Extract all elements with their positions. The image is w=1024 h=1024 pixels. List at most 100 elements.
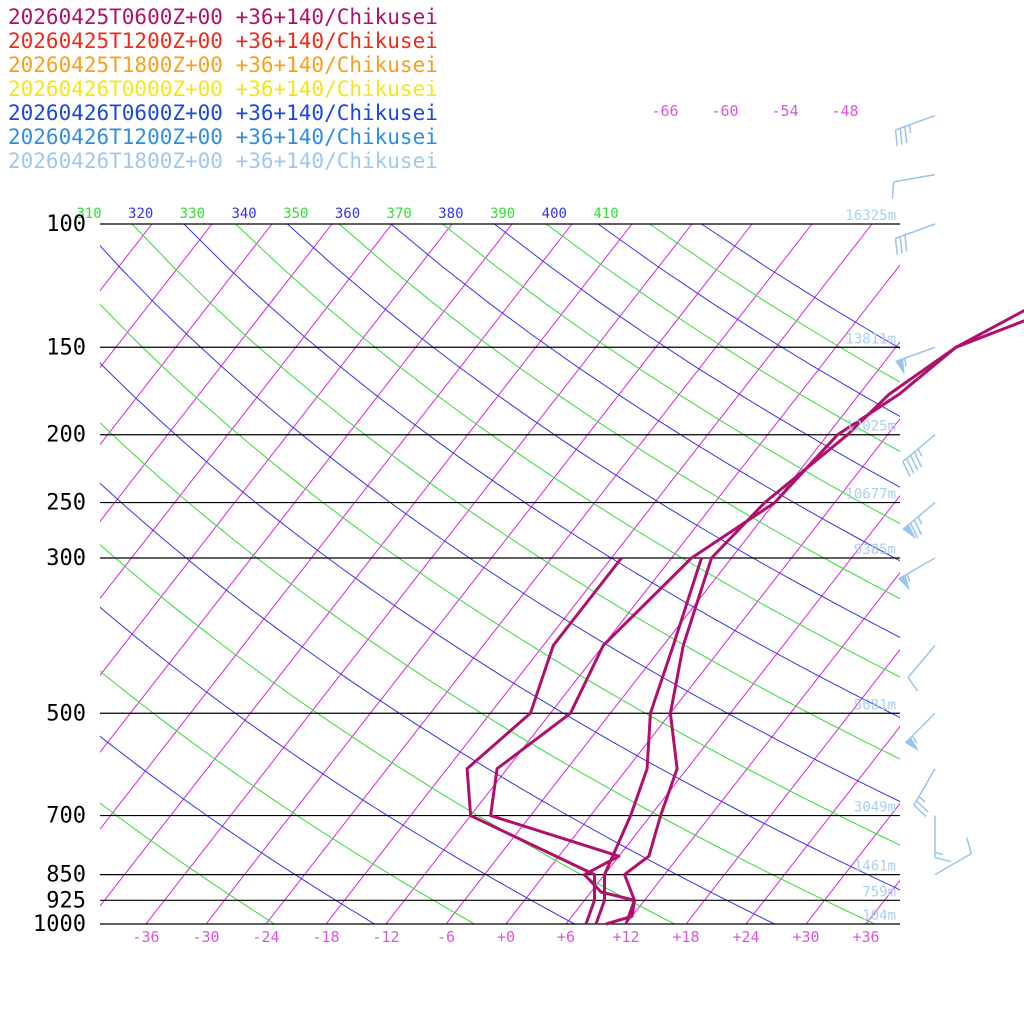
wind-barb-half-feather <box>917 516 923 525</box>
wind-barb <box>907 644 936 692</box>
temperature-tick-label: -24 <box>252 928 279 946</box>
height-label: 10677m <box>845 487 896 503</box>
wind-barb-half-feather <box>917 448 923 457</box>
isotherm-line <box>100 223 273 446</box>
wind-barb-half-feather <box>904 358 907 367</box>
upper-temperature-label: -66 <box>651 102 678 120</box>
pressure-label: 925 <box>46 888 86 913</box>
pressure-label: 100 <box>46 212 86 237</box>
wind-barb-staff <box>907 644 936 679</box>
temperature-tick-label: -36 <box>132 928 159 946</box>
wind-barb-feather <box>904 234 908 252</box>
dewpoint-line <box>594 557 703 925</box>
isotherm-line <box>505 418 900 924</box>
temperature-tick-label: -12 <box>372 928 399 946</box>
temperature-tick-label: +30 <box>792 928 819 946</box>
sounding-profiles <box>465 308 1024 926</box>
height-label: 3049m <box>854 800 896 816</box>
temperature-tick-label: -30 <box>192 928 219 946</box>
legend-entry: 20260426T0000Z+00 +36+140/Chikusei <box>8 77 438 101</box>
wind-barb-pennant <box>895 358 905 376</box>
height-label: 104m <box>862 908 896 924</box>
wind-barb-staff <box>893 173 936 183</box>
temperature-tick-label: -6 <box>437 928 455 946</box>
theta-label: 360 <box>335 206 360 222</box>
height-label: 9385m <box>854 542 896 558</box>
isotherm-line <box>100 223 333 523</box>
isotherm-line <box>685 648 900 924</box>
legend-entry: 20260426T1200Z+00 +36+140/Chikusei <box>8 125 438 149</box>
theta-label: 310 <box>76 206 101 222</box>
upper-temperature-label: -48 <box>831 102 858 120</box>
temperature-line <box>623 308 1024 925</box>
pressure-label: 850 <box>46 863 86 888</box>
theta-label: 340 <box>231 206 256 222</box>
temperature-tick-label: +6 <box>557 928 575 946</box>
wind-barb-feather <box>905 458 915 474</box>
temperature-tick-label: +0 <box>497 928 515 946</box>
wind-barb-half-feather <box>934 851 944 856</box>
dewpoint-line <box>465 557 623 925</box>
theta-label: 320 <box>128 206 153 222</box>
isotherm-line <box>325 223 873 924</box>
temperature-tick-label: +12 <box>612 928 639 946</box>
wind-barb-feather <box>904 126 908 143</box>
wind-barb <box>894 223 936 255</box>
wind-barb-feather <box>899 128 903 145</box>
wind-barb-feather <box>899 236 903 254</box>
isotherm-line <box>805 802 900 924</box>
wind-barb-feather <box>934 856 952 863</box>
legend-entry: 20260425T0600Z+00 +36+140/Chikusei <box>8 5 438 29</box>
wind-barb-staff <box>902 434 936 463</box>
wind-barb-staff <box>895 223 936 240</box>
legend: 20260425T0600Z+00 +36+140/Chikusei202604… <box>8 5 438 173</box>
wind-barb-staff <box>934 852 972 876</box>
wind-barb-staff <box>895 346 936 363</box>
isotherm-line <box>565 494 900 924</box>
wind-barb-staff <box>913 768 936 806</box>
theta-label: 350 <box>283 206 308 222</box>
wind-barb-half-feather <box>918 795 926 803</box>
wind-barb-half-feather <box>908 124 912 134</box>
wind-barb-half-feather <box>906 573 911 583</box>
legend-entry: 20260426T1800Z+00 +36+140/Chikusei <box>8 149 438 173</box>
pressure-label: 150 <box>46 335 86 360</box>
temperature-line <box>489 319 1024 926</box>
height-label: 12025m <box>845 419 896 435</box>
temperature-tick-label: +18 <box>672 928 699 946</box>
wind-barb-pennant <box>905 737 920 752</box>
theta-labels: 310 320 330 340 350 360 370 380 390 400 410 <box>76 206 618 222</box>
wind-barb <box>902 434 936 477</box>
isotherm-line <box>445 341 900 924</box>
theta-label: 390 <box>490 206 515 222</box>
wind-barb <box>913 768 936 818</box>
isotherm-line <box>625 571 900 924</box>
wind-barb-feather <box>913 519 923 536</box>
wind-barb-feather <box>902 461 911 477</box>
pressure-label: 500 <box>46 701 86 726</box>
theta-label: 370 <box>387 206 412 222</box>
pressure-label: 200 <box>46 423 86 448</box>
theta-label: 380 <box>438 206 463 222</box>
isotherm-line <box>100 223 213 369</box>
wind-barb-pennant <box>898 574 911 591</box>
theta-label: 410 <box>593 206 618 222</box>
wind-barb-feather <box>966 837 973 854</box>
wind-barb-feather <box>913 451 923 468</box>
theta-label: 330 <box>180 206 205 222</box>
isotherm-line <box>100 223 453 677</box>
temperature-tick-label: +24 <box>732 928 759 946</box>
temperature-tick-label: +36 <box>852 928 879 946</box>
isotherm-line <box>385 264 900 924</box>
temperature-tick-labels: -36 -30 -24 -18 -12 -6 +0 +6 +12 +18 +24 +30 +36 <box>132 928 879 946</box>
temperature-tick-label: -18 <box>312 928 339 946</box>
wind-barb <box>904 712 936 752</box>
wind-barb-staff <box>895 114 936 131</box>
isotherm-line <box>265 223 813 924</box>
wind-barb <box>934 837 973 876</box>
wind-barb-feather <box>909 454 919 471</box>
legend-entry: 20260425T1800Z+00 +36+140/Chikusei <box>8 53 438 77</box>
legend-entry: 20260425T1200Z+00 +36+140/Chikusei <box>8 29 438 53</box>
wind-barb-feather <box>894 238 898 255</box>
upper-temperature-labels: -66 -60 -54 -48 <box>651 102 858 120</box>
